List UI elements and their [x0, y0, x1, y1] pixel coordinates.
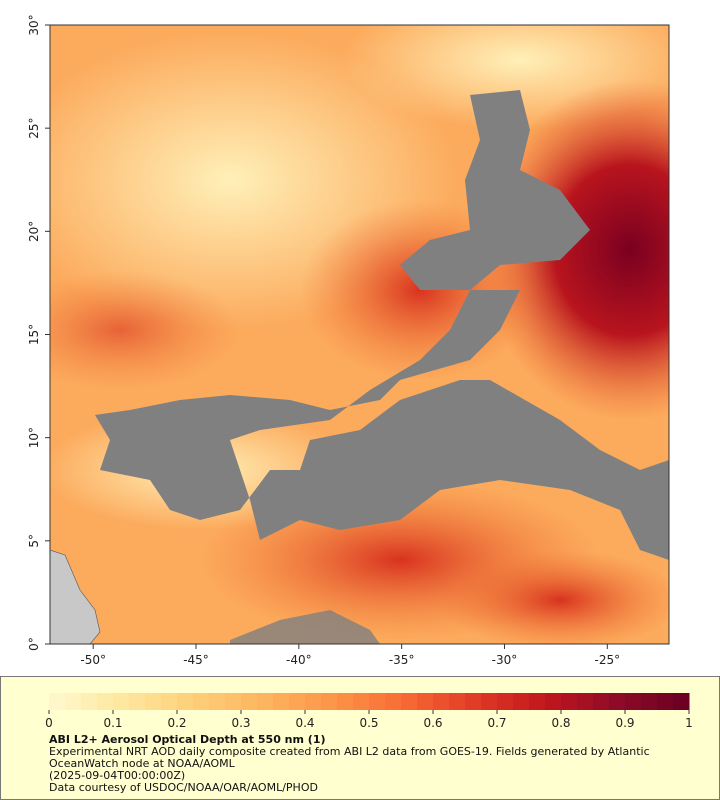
- colorbar-step: [641, 693, 658, 710]
- y-tick-label: 10°: [27, 427, 41, 448]
- colorbar-step: [593, 693, 610, 710]
- colorbar-step: [129, 693, 146, 710]
- colorbar-step: [225, 693, 242, 710]
- x-tick-label: -40°: [286, 653, 312, 667]
- colorbar-step: [97, 693, 114, 710]
- legend-panel: 0 0.1 0.2 0.3 0.4 0.5 0.6 0.7 0.8 0.9 1 ABI L2+ Ae…: [0, 676, 720, 800]
- colorbar-tick-label: 0.2: [167, 716, 186, 730]
- colorbar-step: [49, 693, 66, 710]
- colorbar-step: [673, 693, 690, 710]
- colorbar-tick-label: 0.4: [295, 716, 314, 730]
- colorbar-step: [193, 693, 210, 710]
- y-tick-label: 5°: [27, 534, 41, 548]
- date: (2025-09-04T00:00:00Z): [49, 769, 186, 782]
- colorbar-step: [657, 693, 674, 710]
- colorbar-tick-label: 0: [45, 716, 53, 730]
- x-tick-label: -50°: [80, 653, 106, 667]
- colorbar-step: [401, 693, 418, 710]
- colorbar-step: [561, 693, 578, 710]
- colorbar-step: [145, 693, 162, 710]
- colorbar-step: [289, 693, 306, 710]
- map-image: [50, 25, 669, 644]
- colorbar-step: [609, 693, 626, 710]
- colorbar-step: [113, 693, 130, 710]
- legend-title: ABI L2+ Aerosol Optical Depth at 550 nm …: [49, 733, 326, 746]
- colorbar-step: [513, 693, 530, 710]
- colorbar-step: [65, 693, 82, 710]
- map-chart: -50° -45° -40° -35° -30° -25° 0° 5° 10° 15° 20° 25°…: [27, 14, 670, 667]
- y-tick-label: 25°: [27, 118, 41, 139]
- x-tick-label: -35°: [389, 653, 415, 667]
- colorbar-tick-label: 1: [685, 716, 693, 730]
- colorbar-step: [481, 693, 498, 710]
- x-tick-label: -25°: [595, 653, 621, 667]
- colorbar-step: [241, 693, 258, 710]
- colorbar-step: [273, 693, 290, 710]
- colorbar-tick-label: 0.9: [615, 716, 634, 730]
- colorbar: 0 0.1 0.2 0.3 0.4 0.5 0.6 0.7 0.8 0.9 1: [45, 693, 693, 730]
- colorbar-tick-label: 0.1: [103, 716, 122, 730]
- colorbar-step: [161, 693, 178, 710]
- y-tick-label: 0°: [27, 637, 41, 651]
- colorbar-step: [209, 693, 226, 710]
- colorbar-step: [449, 693, 466, 710]
- colorbar-step: [369, 693, 386, 710]
- colorbar-step: [465, 693, 482, 710]
- colorbar-step: [385, 693, 402, 710]
- y-tick-label: 30°: [27, 14, 41, 35]
- colorbar-step: [81, 693, 98, 710]
- colorbar-step: [545, 693, 562, 710]
- credit: Data courtesy of USDOC/NOAA/OAR/AOML/PHO…: [49, 781, 318, 794]
- colorbar-step: [417, 693, 434, 710]
- colorbar-tick-label: 0.8: [551, 716, 570, 730]
- y-tick-label: 20°: [27, 221, 41, 242]
- colorbar-step: [337, 693, 354, 710]
- colorbar-step: [529, 693, 546, 710]
- colorbar-step: [177, 693, 194, 710]
- x-tick-label: -30°: [492, 653, 518, 667]
- colorbar-tick-label: 0.3: [231, 716, 250, 730]
- colorbar-step: [321, 693, 338, 710]
- colorbar-step: [305, 693, 322, 710]
- colorbar-step: [353, 693, 370, 710]
- colorbar-tick-label: 0.6: [423, 716, 442, 730]
- colorbar-step: [257, 693, 274, 710]
- colorbar-tick-label: 0.5: [359, 716, 378, 730]
- colorbar-step: [497, 693, 514, 710]
- colorbar-tick-label: 0.7: [487, 716, 506, 730]
- colorbar-step: [625, 693, 642, 710]
- x-tick-label: -45°: [183, 653, 209, 667]
- description: Experimental NRT AOD daily composite cre…: [49, 745, 650, 770]
- y-tick-label: 15°: [27, 324, 41, 345]
- colorbar-step: [433, 693, 450, 710]
- colorbar-step: [577, 693, 594, 710]
